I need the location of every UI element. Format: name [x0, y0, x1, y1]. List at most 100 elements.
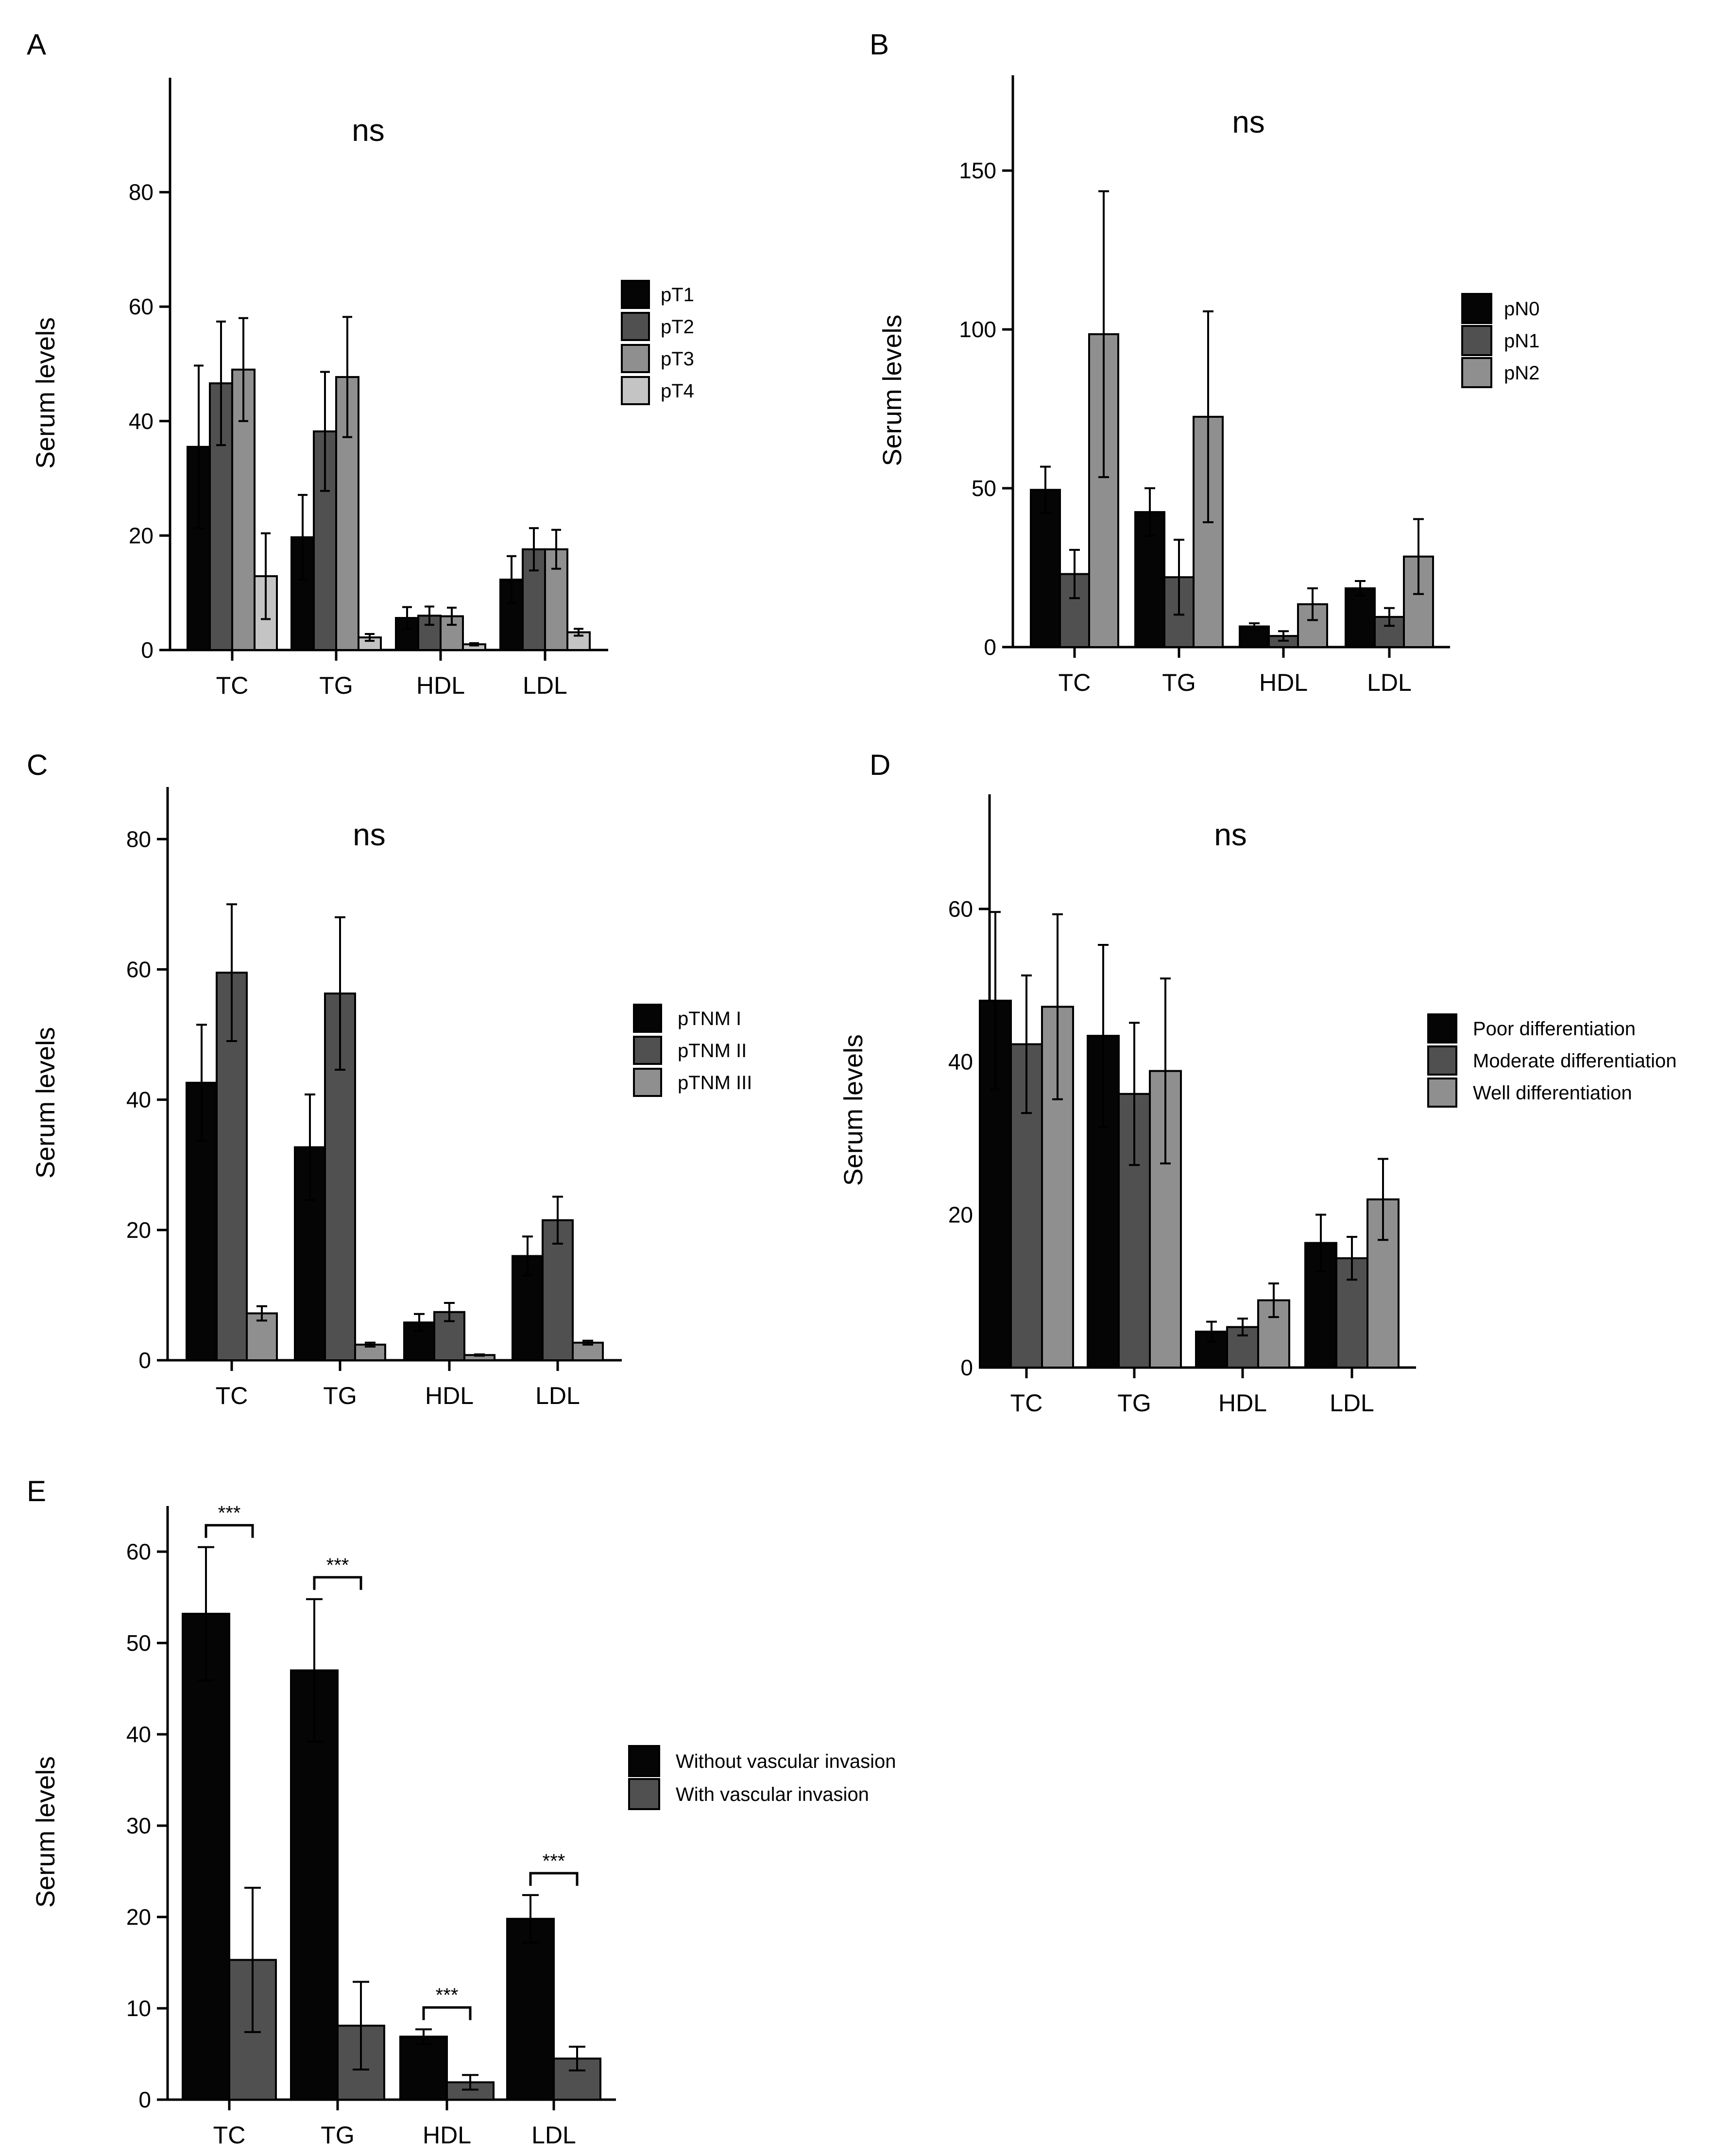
x-tick-label: TG — [319, 672, 353, 699]
panel-a: A 0 20 40 60 80 Serum levels TC TG HDL LDL ns pT1 pT2… — [27, 28, 694, 699]
y-tick-label: 0 — [138, 1348, 151, 1373]
y-tick-label: 0 — [984, 634, 996, 660]
legend-label: Poor differentiation — [1473, 1018, 1636, 1040]
y-axis-label: Serum levels — [31, 317, 60, 469]
y-tick-label: 50 — [126, 1630, 151, 1656]
x-tick-label: TC — [216, 1382, 248, 1409]
x-tick-label: LDL — [535, 1382, 580, 1409]
significance-stars: *** — [543, 1850, 565, 1872]
y-axis-label: Serum levels — [31, 1756, 60, 1908]
y-tick-label: 150 — [959, 158, 996, 183]
y-tick-label: 60 — [129, 294, 154, 319]
y-tick-label: 40 — [129, 409, 154, 434]
legend-swatch — [1427, 1045, 1457, 1076]
bar — [1030, 489, 1061, 648]
y-tick-label: 10 — [126, 1996, 151, 2021]
legend-label: pTNM I — [678, 1008, 741, 1029]
y-tick-label: 80 — [129, 180, 154, 205]
significance-ns: ns — [1214, 817, 1247, 852]
y-tick-label: 80 — [126, 826, 151, 852]
x-tick-label: TC — [1010, 1389, 1043, 1417]
x-tick-label: LDL — [1367, 669, 1412, 696]
legend-swatch — [621, 344, 650, 373]
x-tick-label: TC — [1059, 669, 1091, 696]
significance-bracket — [529, 1872, 579, 1886]
legend-label: Without vascular invasion — [676, 1751, 896, 1772]
legend-swatch — [633, 1004, 662, 1033]
y-tick-label: 100 — [959, 317, 996, 342]
y-tick-label: 0 — [960, 1355, 973, 1380]
y-axis-label: Serum levels — [31, 1027, 60, 1179]
legend-swatch — [621, 376, 650, 405]
legend-swatch — [1427, 1013, 1457, 1044]
y-tick-label: 40 — [126, 1087, 151, 1112]
significance-bracket — [422, 2006, 472, 2020]
x-tick-label: HDL — [423, 2122, 471, 2149]
x-tick-label: TC — [213, 2122, 246, 2149]
legend-label: pT2 — [661, 316, 694, 338]
x-tick-label: HDL — [1259, 669, 1308, 696]
legend-swatch — [621, 280, 650, 309]
legend-swatch — [1461, 325, 1492, 356]
significance-bracket — [313, 1576, 362, 1590]
legend-swatch — [621, 312, 650, 341]
panel-letter: A — [27, 28, 46, 61]
y-axis-label: Serum levels — [878, 314, 907, 466]
panel-b: B 0 50 100 150 Serum levels TC TG HDL LDL ns pN0 pN1… — [870, 28, 1539, 696]
panel-letter: C — [27, 749, 48, 781]
panel-letter: B — [870, 28, 889, 61]
bar — [506, 1917, 555, 2101]
y-tick-label: 50 — [972, 476, 996, 501]
legend-swatch — [628, 1778, 660, 1810]
panel-e: E 0 10 20 30 40 50 60 Serum levels TC TG HDL LDL *** *… — [27, 1475, 896, 2149]
significance-ns: ns — [1232, 104, 1265, 139]
y-tick-label: 40 — [126, 1722, 151, 1747]
x-tick-label: TG — [1162, 669, 1196, 696]
legend-swatch — [633, 1068, 662, 1097]
legend-swatch — [633, 1036, 662, 1065]
significance-stars: *** — [436, 1985, 459, 2006]
significance-stars: *** — [218, 1503, 241, 1524]
y-tick-label: 0 — [138, 2087, 151, 2112]
panel-c: C 0 20 40 60 80 Serum levels TC TG HDL LDL ns pTNM I… — [27, 749, 752, 1409]
legend-swatch — [1461, 293, 1492, 324]
significance-ns: ns — [352, 113, 385, 148]
panel-letter: D — [870, 749, 890, 781]
bar — [209, 382, 233, 651]
x-tick-label: TG — [1117, 1389, 1151, 1417]
bar — [1118, 1093, 1151, 1369]
legend-label: pTNM III — [678, 1072, 752, 1094]
y-tick-label: 20 — [948, 1202, 973, 1227]
y-tick-label: 30 — [126, 1813, 151, 1838]
bar — [399, 2036, 448, 2101]
legend-label: pT3 — [661, 348, 694, 370]
legend-label: pT4 — [661, 380, 694, 402]
significance-ns: ns — [353, 817, 386, 852]
x-tick-label: HDL — [1218, 1389, 1267, 1417]
x-tick-label: LDL — [523, 672, 567, 699]
x-tick-label: TG — [321, 2122, 354, 2149]
legend-label: pTNM II — [678, 1040, 747, 1061]
x-tick-label: LDL — [531, 2122, 576, 2149]
legend-swatch — [1427, 1078, 1457, 1108]
legend-label: pN1 — [1504, 330, 1539, 352]
panel-letter: E — [27, 1475, 46, 1507]
y-axis-label: Serum levels — [839, 1034, 868, 1186]
legend-label: With vascular invasion — [676, 1784, 869, 1805]
bar — [1345, 587, 1376, 648]
x-tick-label: HDL — [416, 672, 465, 699]
legend-label: pT1 — [661, 284, 694, 306]
y-tick-label: 40 — [948, 1049, 973, 1075]
y-tick-label: 60 — [126, 1539, 151, 1564]
legend-label: pN2 — [1504, 362, 1539, 384]
legend-label: pN0 — [1504, 298, 1539, 320]
y-tick-label: 0 — [141, 637, 154, 663]
y-tick-label: 60 — [126, 957, 151, 982]
y-tick-label: 20 — [126, 1217, 151, 1243]
significance-stars: *** — [326, 1555, 349, 1576]
x-tick-label: TC — [216, 672, 249, 699]
significance-bracket — [205, 1524, 254, 1538]
bar — [182, 1612, 230, 2101]
legend-swatch — [1461, 357, 1492, 388]
